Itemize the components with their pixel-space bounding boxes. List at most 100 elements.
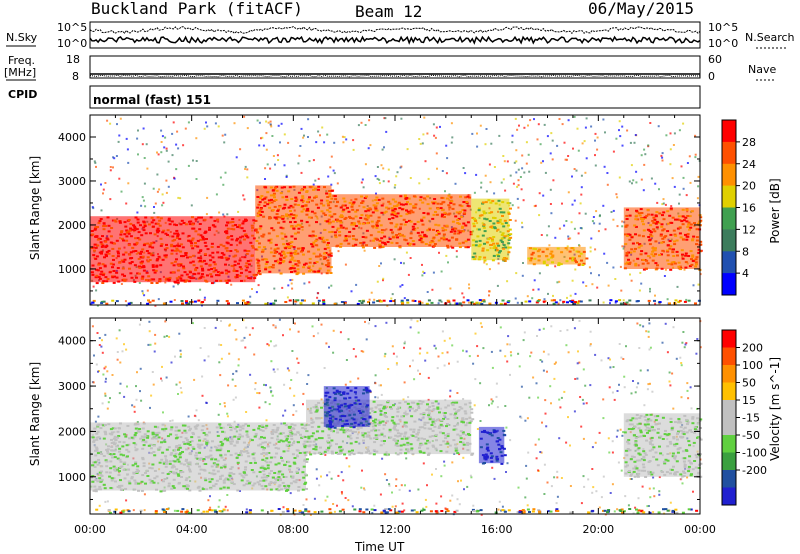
region-cell xyxy=(172,478,176,481)
ground-echo xyxy=(621,511,624,514)
region-cell xyxy=(332,430,335,433)
region-cell xyxy=(269,481,273,484)
scatter-echo xyxy=(164,320,167,323)
region-cell xyxy=(234,254,238,257)
region-cell xyxy=(654,247,657,250)
region-cell xyxy=(284,255,288,258)
scatter-echo xyxy=(537,396,540,399)
region-cell xyxy=(506,234,510,237)
region-cell xyxy=(150,480,154,483)
scatter-echo xyxy=(254,382,257,385)
region-cell xyxy=(361,222,365,225)
region-cell xyxy=(164,465,168,468)
region-cell xyxy=(393,207,397,210)
scatter-echo xyxy=(526,417,529,420)
region-cell xyxy=(116,468,120,471)
region-cell xyxy=(281,227,285,230)
region-cell xyxy=(183,442,187,445)
scatter-echo xyxy=(374,175,377,178)
region-cell xyxy=(338,230,342,233)
region-cell xyxy=(331,225,335,228)
region-cell xyxy=(260,424,264,427)
scatter-echo xyxy=(207,499,210,502)
region-cell xyxy=(287,441,291,444)
region-cell xyxy=(219,426,223,429)
scatter-echo xyxy=(383,146,385,149)
scatter-echo xyxy=(476,145,479,148)
scatter-echo xyxy=(300,171,303,174)
region-cell xyxy=(626,261,630,264)
scatter-echo xyxy=(506,462,509,465)
region-cell xyxy=(636,241,639,244)
region-cell xyxy=(481,249,485,252)
region-cell xyxy=(246,443,250,446)
region-cell xyxy=(501,201,505,204)
scatter-echo xyxy=(620,469,623,472)
scatter-echo xyxy=(527,124,529,127)
scatter-echo xyxy=(364,163,367,166)
scatter-echo xyxy=(581,142,584,145)
scatter-echo xyxy=(553,377,556,380)
scatter-echo xyxy=(157,153,160,156)
region-cell xyxy=(104,433,108,436)
region-cell xyxy=(274,431,278,434)
scatter-echo xyxy=(592,216,595,218)
region-cell xyxy=(153,444,156,447)
region-cell xyxy=(267,199,271,202)
scatter-echo xyxy=(594,132,597,135)
scatter-echo xyxy=(682,331,685,333)
region-cell xyxy=(290,271,293,273)
ground-echo xyxy=(193,300,197,303)
region-cell xyxy=(647,213,650,216)
region-cell xyxy=(161,428,165,431)
scatter-echo xyxy=(675,357,678,360)
region-cell xyxy=(285,245,289,248)
region-cell xyxy=(282,251,286,254)
region-cell xyxy=(92,439,96,442)
scatter-echo xyxy=(161,365,163,368)
scatter-echo xyxy=(547,353,550,356)
scatter-echo xyxy=(497,262,500,265)
region-cell xyxy=(329,252,333,255)
scatter-echo xyxy=(585,402,588,405)
ground-echo xyxy=(392,300,396,302)
ground-echo xyxy=(362,511,366,514)
scatter-echo xyxy=(98,337,101,339)
scatter-echo xyxy=(282,334,284,337)
scatter-echo xyxy=(374,382,377,385)
region-cell xyxy=(654,222,658,225)
ground-echo xyxy=(620,508,624,511)
region-cell xyxy=(487,199,491,202)
region-cell xyxy=(175,258,178,261)
scatter-echo xyxy=(551,139,554,142)
region-cell xyxy=(251,484,255,487)
region-cell xyxy=(273,249,277,252)
scatter-echo xyxy=(354,355,357,358)
region-cell xyxy=(150,467,154,470)
region-cell xyxy=(307,265,311,268)
region-cell xyxy=(439,202,443,205)
scatter-echo xyxy=(591,283,594,286)
region-cell xyxy=(104,225,108,227)
scatter-echo xyxy=(646,369,649,372)
chart-title: Buckland Park (fitACF) xyxy=(91,0,303,18)
region-cell xyxy=(225,258,229,261)
scatter-echo xyxy=(609,366,612,369)
scatter-echo xyxy=(317,130,320,133)
region-cell xyxy=(119,466,123,469)
region-cell xyxy=(172,465,176,468)
scatter-echo xyxy=(545,425,548,428)
ground-echo xyxy=(440,510,444,512)
region-cell xyxy=(300,199,304,202)
scatter-echo xyxy=(538,272,541,275)
region-cell xyxy=(153,271,157,274)
scatter-echo xyxy=(539,359,542,361)
region-cell xyxy=(307,270,311,273)
ground-echo xyxy=(640,510,644,513)
scatter-echo xyxy=(460,479,462,482)
region-cell xyxy=(457,229,461,232)
region-cell xyxy=(496,253,500,256)
region-cell xyxy=(375,224,379,227)
region-cell xyxy=(458,242,462,245)
ground-echo xyxy=(573,301,577,304)
